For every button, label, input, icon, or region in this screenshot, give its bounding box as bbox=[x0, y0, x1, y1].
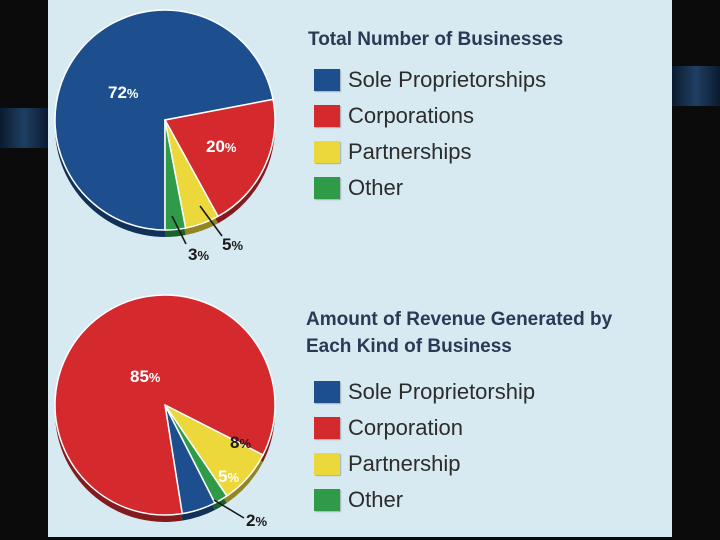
legend-item-corporation: Corporation bbox=[314, 410, 535, 446]
legend-swatch-corporation bbox=[314, 417, 340, 439]
legend-label-corporations: Corporations bbox=[348, 103, 474, 128]
legend-swatch-corporations bbox=[314, 105, 340, 127]
legend-swatch-sole bbox=[314, 69, 340, 91]
legend-swatch-sole bbox=[314, 381, 340, 403]
pie-slice-corporation bbox=[54, 294, 276, 516]
legend-revenue: Sole Proprietorship Corporation Partners… bbox=[314, 374, 535, 518]
slice-label-corporation: 85% bbox=[130, 367, 161, 386]
legend-label-partnership: Partnership bbox=[348, 451, 461, 476]
chart-title-revenue-line1: Amount of Revenue Generated by bbox=[306, 309, 613, 330]
legend-item-partnerships: Partnerships bbox=[314, 134, 546, 170]
legend-label-sole: Sole Proprietorship bbox=[348, 379, 536, 404]
legend-label-partnerships: Partnerships bbox=[348, 139, 472, 164]
legend-businesses: Sole Proprietorships Corporations Partne… bbox=[314, 62, 546, 206]
slice-label-other: 3% bbox=[188, 245, 209, 264]
legend-swatch-partnership bbox=[314, 453, 340, 475]
legend-label-other: Other bbox=[348, 175, 404, 200]
legend-item-sole: Sole Proprietorship bbox=[314, 374, 535, 410]
legend-label-other: Other bbox=[348, 487, 404, 512]
legend-item-corporations: Corporations bbox=[314, 98, 546, 134]
slice-label-sole-proprietorships: 72% bbox=[108, 83, 139, 102]
slice-label-sole-proprietorship: 5% bbox=[218, 467, 239, 486]
legend-item-partnership: Partnership bbox=[314, 446, 535, 482]
slice-leader-line-other bbox=[171, 215, 187, 245]
pie-slice-other bbox=[164, 404, 228, 504]
slice-label-corporations: 20% bbox=[206, 137, 237, 156]
slice-leader-line-partnerships bbox=[199, 205, 223, 237]
pie-slice-corporations bbox=[164, 98, 276, 218]
legend-label-corporation: Corporation bbox=[348, 415, 463, 440]
legend-item-sole: Sole Proprietorships bbox=[314, 62, 546, 98]
left-accent-strip bbox=[0, 108, 48, 148]
chart-title-businesses: Total Number of Businesses bbox=[308, 29, 564, 50]
pie-slice-sole-proprietorships bbox=[54, 9, 274, 231]
pie-chart-businesses: 72% 20% 5% 3% bbox=[54, 9, 276, 264]
legend-item-other: Other bbox=[314, 482, 535, 518]
legend-label-sole: Sole Proprietorships bbox=[348, 67, 547, 92]
legend-swatch-other bbox=[314, 489, 340, 511]
legend-item-other: Other bbox=[314, 170, 546, 206]
slice-label-partnerships: 5% bbox=[222, 235, 243, 254]
legend-swatch-partnerships bbox=[314, 141, 340, 163]
pie-slice-other bbox=[164, 119, 187, 231]
slice-label-partnership: 8% bbox=[230, 433, 251, 452]
chart-title-revenue-line2: Each Kind of Business bbox=[306, 336, 512, 357]
slice-leader-line-other bbox=[213, 499, 245, 519]
slice-label-other: 2% bbox=[246, 511, 267, 530]
right-accent-strip bbox=[672, 66, 720, 106]
pie-chart-revenue: 5% 85% 8% 2% bbox=[54, 294, 276, 530]
legend-swatch-other bbox=[314, 177, 340, 199]
